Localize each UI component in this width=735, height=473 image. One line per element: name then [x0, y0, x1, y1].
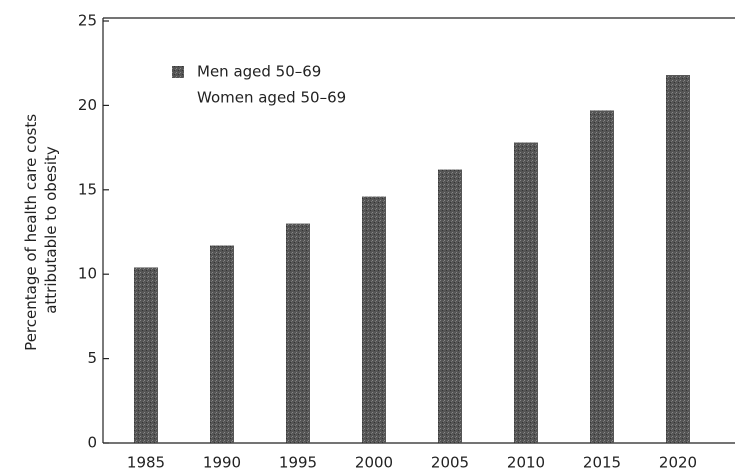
y-axis-label-line: Percentage of health care costs — [22, 114, 40, 351]
x-tick-label: 2020 — [659, 454, 697, 472]
y-tick-label: 15 — [78, 180, 97, 198]
bar — [210, 245, 234, 443]
x-tick-label: 2015 — [583, 454, 621, 472]
y-tick-label: 0 — [87, 434, 97, 452]
y-tick-label: 5 — [87, 349, 97, 367]
legend-swatch — [172, 66, 184, 78]
x-tick-label: 2010 — [507, 454, 545, 472]
y-tick-label: 25 — [78, 12, 97, 30]
x-tick-label: 1990 — [203, 454, 241, 472]
x-tick-label: 2005 — [431, 454, 469, 472]
x-tick-label: 2000 — [355, 454, 393, 472]
x-tick-label: 1995 — [279, 454, 317, 472]
bar — [286, 223, 310, 443]
legend-swatch — [172, 92, 184, 104]
bar — [362, 196, 386, 443]
legend-label: Women aged 50–69 — [197, 89, 346, 107]
y-axis-label: Percentage of health care costs attribut… — [22, 109, 60, 351]
bar — [666, 75, 690, 444]
x-tick-label: 1985 — [127, 454, 165, 472]
y-axis-label-line: attributable to obesity — [42, 146, 60, 314]
y-tick-label: 20 — [78, 96, 97, 114]
bar — [134, 267, 158, 443]
bar — [514, 142, 538, 443]
bar — [438, 169, 462, 443]
bar — [590, 110, 614, 444]
y-tick-label: 10 — [78, 265, 97, 283]
legend-label: Men aged 50–69 — [197, 63, 321, 81]
